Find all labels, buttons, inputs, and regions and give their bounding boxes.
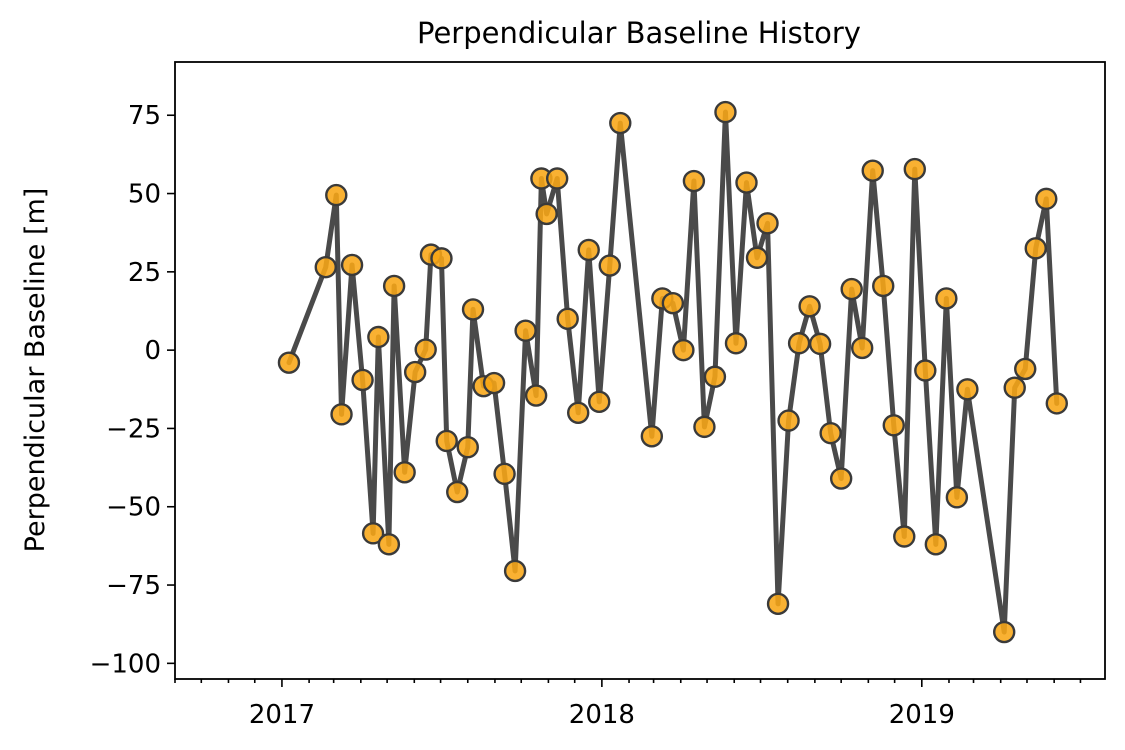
data-point <box>714 100 737 124</box>
data-point <box>829 467 853 490</box>
data-point <box>609 111 632 135</box>
y-tick-label: 50 <box>128 180 161 210</box>
data-point <box>893 525 916 548</box>
data-point <box>882 414 905 437</box>
data-point <box>924 533 948 556</box>
plot-series <box>277 100 1068 644</box>
data-point <box>414 338 437 361</box>
data-point <box>314 255 337 279</box>
data-point <box>851 336 874 360</box>
data-point <box>514 319 537 342</box>
data-point <box>693 415 716 439</box>
data-point <box>567 401 590 424</box>
data-point <box>640 425 664 448</box>
y-tick-label: −100 <box>90 649 161 679</box>
data-point <box>766 592 790 616</box>
y-tick-label: −50 <box>106 493 161 523</box>
data-point <box>724 332 748 355</box>
data-point <box>446 480 469 504</box>
data-point <box>993 620 1016 644</box>
data-point <box>456 436 479 459</box>
data-point <box>351 368 374 392</box>
y-axis: 75 50 25 0 −25 −50 −75 −100 <box>90 101 175 679</box>
data-point <box>588 390 611 414</box>
data-point <box>756 212 779 235</box>
data-point <box>340 253 364 277</box>
data-point <box>672 338 695 362</box>
data-point <box>325 183 348 207</box>
plot-frame <box>174 61 1106 680</box>
data-point <box>524 384 548 407</box>
data-point <box>840 277 863 301</box>
data-point <box>1024 237 1047 260</box>
data-point <box>903 157 926 181</box>
x-tick-label: 2017 <box>249 700 315 730</box>
data-point <box>956 378 979 401</box>
data-point <box>1035 187 1058 211</box>
y-tick-label: 0 <box>144 336 161 366</box>
data-point <box>503 559 527 583</box>
data-point <box>914 359 937 382</box>
data-point <box>367 325 390 349</box>
data-point <box>798 295 821 318</box>
data-point <box>861 159 884 182</box>
data-point <box>598 254 621 277</box>
data-point <box>382 274 406 298</box>
data-point <box>577 238 600 262</box>
x-tick-label: 2019 <box>889 700 955 730</box>
data-point <box>403 360 427 384</box>
data-point <box>777 409 800 432</box>
data-point <box>377 533 401 556</box>
data-point <box>703 365 727 388</box>
x-axis: 2017 2018 2019 <box>174 679 1082 730</box>
data-point <box>735 171 758 194</box>
y-tick-label: −75 <box>106 571 161 601</box>
data-point <box>1003 376 1026 399</box>
y-tick-label: 25 <box>128 258 161 288</box>
data-point <box>545 167 569 190</box>
data-point <box>330 403 353 426</box>
chart-title: Perpendicular Baseline History <box>417 16 861 50</box>
data-point <box>808 332 832 356</box>
data-point <box>935 287 958 310</box>
data-point <box>872 274 895 298</box>
data-point <box>361 522 385 545</box>
data-point <box>1045 392 1068 415</box>
data-point <box>745 246 769 269</box>
data-point <box>787 332 811 355</box>
data-point <box>482 371 506 395</box>
data-point <box>535 202 558 226</box>
data-point <box>661 291 685 315</box>
data-point <box>682 169 706 193</box>
data-point <box>430 247 453 270</box>
y-tick-label: 75 <box>128 101 161 131</box>
x-tick-label: 2018 <box>569 700 635 730</box>
data-point <box>493 462 516 486</box>
data-point <box>1014 357 1037 381</box>
data-point <box>556 307 579 331</box>
y-tick-label: −25 <box>106 414 161 444</box>
data-point <box>945 486 969 509</box>
data-point <box>393 461 416 484</box>
data-point <box>819 421 842 445</box>
data-point <box>461 298 485 321</box>
data-point <box>277 351 301 374</box>
y-axis-label: Perpendicular Baseline [m] <box>20 188 51 553</box>
data-point <box>435 429 458 453</box>
